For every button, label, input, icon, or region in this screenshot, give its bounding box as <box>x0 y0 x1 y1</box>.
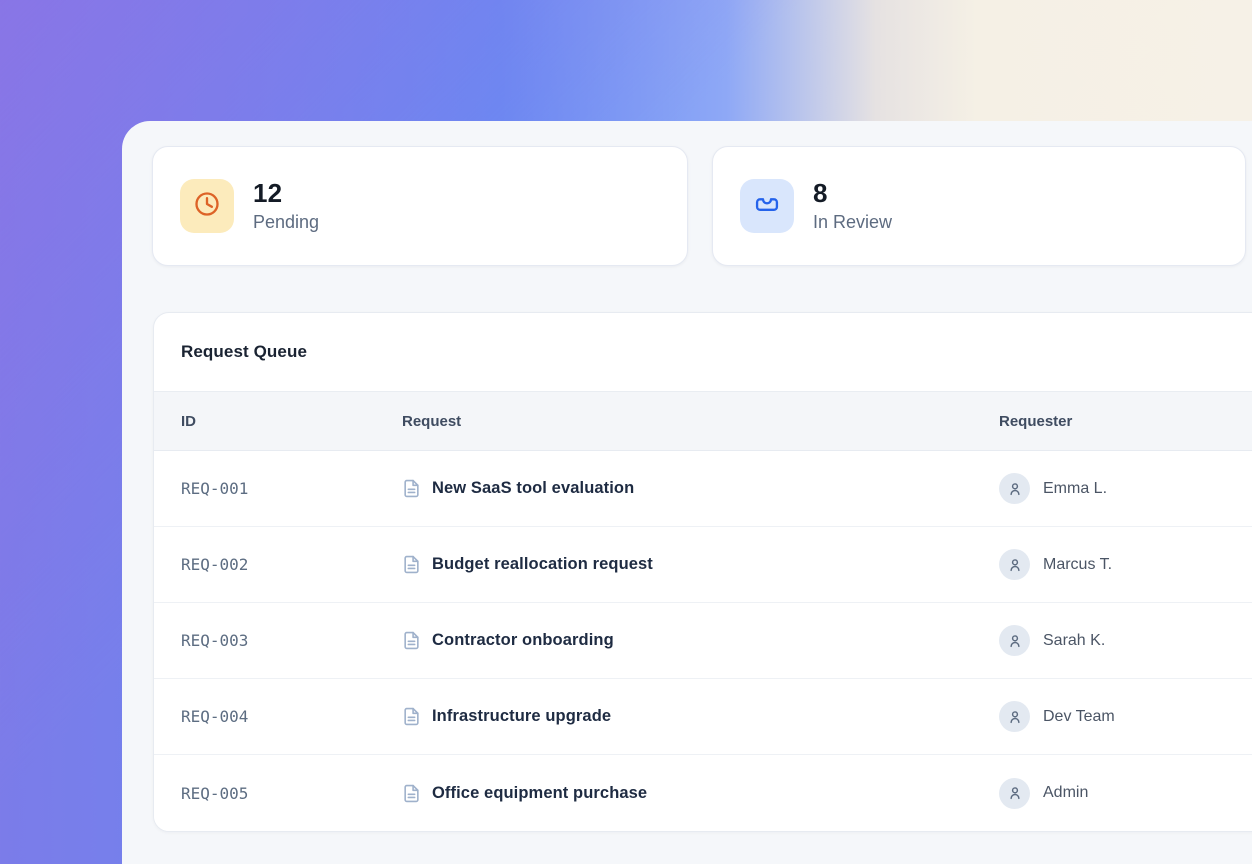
request-title: Contractor onboarding <box>432 631 614 649</box>
request-title: Office equipment purchase <box>432 783 648 802</box>
avatar <box>999 777 1030 809</box>
requester-name: Emma L. <box>1043 479 1108 497</box>
request-cell: Infrastructure upgrade <box>402 707 999 726</box>
pending-stat-text: 12 Pending <box>253 178 320 233</box>
request-cell: New SaaS tool evaluation <box>402 479 999 498</box>
request-id: REQ-001 <box>181 479 249 498</box>
column-header-requester: Requester <box>999 412 1073 430</box>
requester-cell: Emma L. <box>999 473 1252 504</box>
queue-title-bar: Request Queue <box>154 313 1252 392</box>
request-title: Budget reallocation request <box>432 555 653 573</box>
requester-cell: Sarah K. <box>999 625 1252 656</box>
requester-name: Dev Team <box>1043 707 1115 725</box>
pending-count: 12 <box>253 178 283 209</box>
table-row[interactable]: REQ-001 New SaaS tool evaluation <box>154 451 1252 527</box>
request-id: REQ-005 <box>181 783 249 803</box>
stats-row: 12 Pending 8 In Review <box>152 146 1252 266</box>
pending-icon-badge <box>180 179 234 233</box>
requester-cell: Admin <box>999 777 1252 809</box>
review-stat-text: 8 In Review <box>813 178 893 233</box>
stat-card-pending: 12 Pending <box>152 146 688 266</box>
requester-name: Sarah K. <box>1043 631 1106 649</box>
request-queue-panel: Request Queue ID Request Requester REQ-0… <box>153 312 1252 832</box>
stat-card-in-review: 8 In Review <box>712 146 1246 266</box>
avatar <box>999 701 1030 732</box>
review-count: 8 <box>813 178 828 209</box>
request-title: Infrastructure upgrade <box>432 707 612 725</box>
table-row[interactable]: REQ-005 Office equipment purchase <box>154 755 1252 831</box>
document-icon <box>402 555 421 574</box>
pending-label: Pending <box>253 211 320 232</box>
requester-cell: Marcus T. <box>999 549 1252 580</box>
document-icon <box>402 479 421 498</box>
column-header-request: Request <box>402 412 462 430</box>
avatar <box>999 625 1030 656</box>
request-id: REQ-003 <box>181 631 249 650</box>
requester-name: Admin <box>1043 784 1089 801</box>
document-icon <box>402 707 421 726</box>
requester-name: Marcus T. <box>1043 555 1113 573</box>
avatar <box>999 473 1030 504</box>
inbox-icon <box>753 190 781 223</box>
app-surface: 12 Pending 8 In Review Request Queue <box>122 121 1252 864</box>
document-icon <box>402 784 421 803</box>
document-icon <box>402 631 421 650</box>
table-row[interactable]: REQ-002 Budget reallocation request <box>154 527 1252 603</box>
request-cell: Contractor onboarding <box>402 631 999 650</box>
column-header-id: ID <box>181 412 196 430</box>
avatar <box>999 549 1030 580</box>
table-row[interactable]: REQ-004 Infrastructure upgrade <box>154 679 1252 755</box>
review-icon-badge <box>740 179 794 233</box>
request-id: REQ-004 <box>181 707 249 726</box>
request-cell: Office equipment purchase <box>402 784 999 803</box>
clock-icon <box>193 190 221 223</box>
queue-header-row: ID Request Requester <box>154 392 1252 451</box>
queue-title: Request Queue <box>181 342 307 361</box>
request-id: REQ-002 <box>181 555 249 574</box>
table-row[interactable]: REQ-003 Contractor onboarding S <box>154 603 1252 679</box>
review-label: In Review <box>813 211 893 232</box>
requester-cell: Dev Team <box>999 701 1252 732</box>
request-cell: Budget reallocation request <box>402 555 999 574</box>
request-title: New SaaS tool evaluation <box>432 479 635 497</box>
